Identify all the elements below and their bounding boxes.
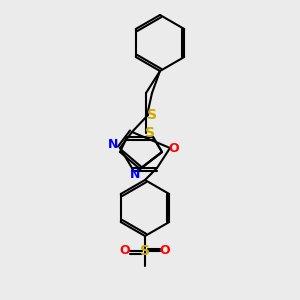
Text: O: O xyxy=(160,244,170,257)
Text: N: N xyxy=(130,169,140,182)
Text: S: S xyxy=(140,244,150,258)
Text: S: S xyxy=(145,126,155,140)
Text: O: O xyxy=(120,244,130,257)
Text: N: N xyxy=(108,139,118,152)
Text: O: O xyxy=(169,142,179,154)
Text: S: S xyxy=(147,108,157,122)
